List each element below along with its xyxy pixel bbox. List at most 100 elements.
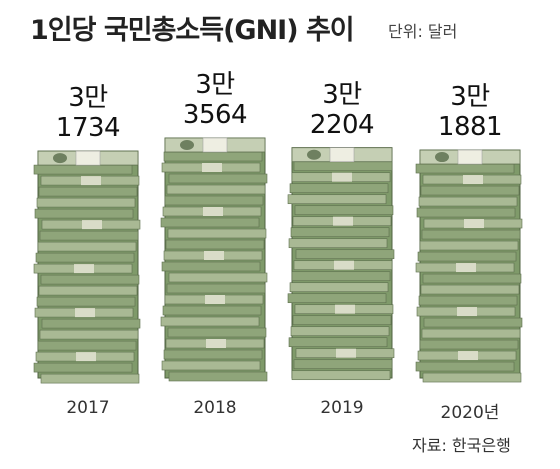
money-stack (33, 150, 141, 384)
bill (420, 185, 520, 196)
x-tick-label: 2020년 (440, 403, 500, 423)
bill (290, 227, 390, 238)
bill (38, 186, 138, 197)
bill-band (203, 207, 223, 216)
bill (160, 217, 260, 228)
bill (41, 318, 141, 329)
chart-title: 1인당 국민총소득(GNI) 추이 (30, 15, 355, 46)
bill (421, 229, 521, 240)
bill-band (205, 295, 225, 304)
top-band (329, 147, 355, 162)
x-tick-label: 2019 (320, 398, 364, 418)
bill (287, 293, 387, 304)
top-band (202, 137, 228, 153)
bill-band (204, 251, 224, 260)
money-stack (160, 137, 268, 382)
bill (294, 205, 394, 216)
bill-band (334, 260, 354, 270)
bill (292, 315, 392, 326)
bill (291, 370, 391, 381)
portrait (307, 149, 321, 160)
bill (418, 295, 518, 306)
bill-band (463, 175, 483, 185)
bill-band (457, 307, 477, 317)
bill-band (458, 351, 478, 361)
bill (40, 274, 140, 285)
bill (37, 241, 137, 252)
portrait (53, 153, 67, 164)
x-tick-label: 2018 (193, 398, 237, 418)
bill (416, 207, 516, 218)
bill (419, 240, 519, 251)
bill-band (74, 264, 94, 274)
bill (291, 271, 391, 282)
bill (35, 252, 135, 263)
money-stack (287, 147, 395, 381)
value-label: 3만 1734 (55, 83, 121, 144)
bill (33, 362, 133, 373)
bill (168, 272, 268, 283)
value-label: 3만 3564 (182, 70, 248, 130)
bill (168, 371, 268, 382)
bill (421, 328, 521, 339)
bill (293, 359, 393, 370)
bill-band (76, 352, 96, 362)
bill (33, 164, 133, 175)
bill (40, 373, 140, 384)
bill (38, 285, 138, 296)
portrait (435, 152, 449, 163)
value-label: 3만 2204 (309, 79, 375, 140)
bill (415, 361, 515, 372)
money-stack (415, 149, 523, 383)
bill (163, 349, 263, 360)
bill (164, 195, 264, 206)
bill (417, 251, 517, 262)
chart-subtitle: 단위: 달러 (388, 22, 458, 41)
bill-band (202, 163, 222, 172)
bill-band (464, 219, 484, 229)
portrait (180, 140, 194, 150)
bill (166, 283, 266, 294)
bill-band (335, 304, 355, 314)
bill (36, 296, 136, 307)
bill (161, 261, 261, 272)
bill-band (206, 339, 226, 348)
bill (37, 340, 137, 351)
bill (161, 360, 261, 371)
top-band (75, 150, 101, 166)
bill (36, 197, 136, 208)
bill-band (333, 216, 353, 226)
bill-band (82, 220, 102, 230)
bill (419, 339, 519, 350)
bill (160, 316, 260, 327)
bill (167, 327, 267, 338)
bill (168, 173, 268, 184)
bill (420, 284, 520, 295)
bill (166, 184, 266, 195)
bill (39, 329, 139, 340)
bill (165, 239, 265, 250)
bill (422, 273, 522, 284)
bill (418, 196, 518, 207)
bill (163, 151, 263, 162)
bill (415, 163, 515, 174)
bill-band (332, 172, 352, 182)
bill-band (336, 348, 356, 358)
source-note: 자료: 한국은행 (412, 436, 511, 455)
bill (295, 249, 395, 260)
bill (288, 337, 388, 348)
top-band (457, 149, 483, 165)
bill (289, 282, 389, 293)
bill-band (81, 176, 101, 186)
bill (34, 208, 134, 219)
x-tick-label: 2017 (66, 398, 110, 418)
bill (287, 194, 387, 205)
bill-band (75, 308, 95, 318)
bill (290, 326, 390, 337)
bill (293, 161, 393, 172)
bill (162, 305, 262, 316)
bill-band (456, 263, 476, 273)
bill (288, 238, 388, 249)
